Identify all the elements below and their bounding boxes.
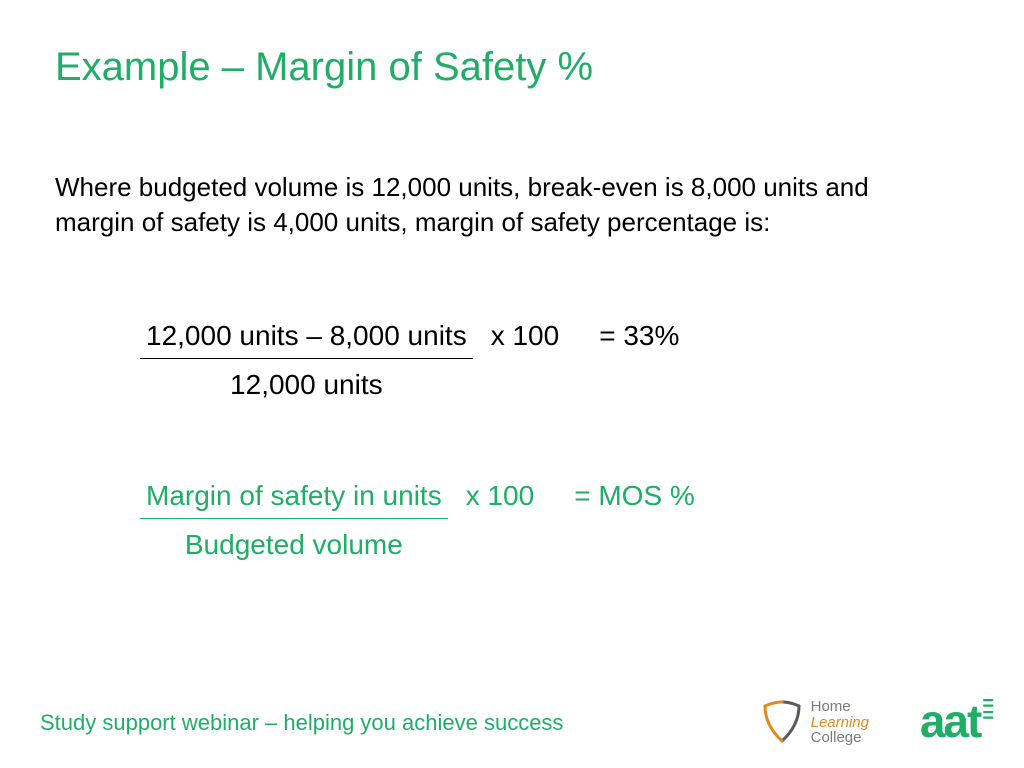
multiplier-formula: x 100 <box>448 480 535 512</box>
shield-icon <box>761 699 803 745</box>
denominator: 12,000 units <box>140 358 473 401</box>
aat-logo: aat == <box>920 694 992 748</box>
fraction-formula: Margin of safety in units Budgeted volum… <box>140 480 448 561</box>
calculation-formula: Margin of safety in units Budgeted volum… <box>140 480 920 561</box>
multiplier: x 100 <box>473 320 560 352</box>
numerator-formula: Margin of safety in units <box>140 480 448 518</box>
slide: Example – Margin of Safety % Where budge… <box>0 0 1024 768</box>
aat-text: aat <box>920 694 980 748</box>
numerator: 12,000 units – 8,000 units <box>140 320 473 358</box>
hlc-line2: Learning <box>811 715 869 731</box>
result-formula: = MOS % <box>534 480 695 512</box>
fraction-numeric: 12,000 units – 8,000 units 12,000 units <box>140 320 473 401</box>
calculation-numeric: 12,000 units – 8,000 units 12,000 units … <box>140 320 920 401</box>
intro-paragraph: Where budgeted volume is 12,000 units, b… <box>55 170 945 240</box>
result: = 33% <box>559 320 679 352</box>
denominator-formula: Budgeted volume <box>140 518 448 561</box>
footer-tagline: Study support webinar – helping you achi… <box>40 710 563 736</box>
hlc-line1: Home <box>811 699 869 715</box>
hlc-line3: College <box>811 730 869 746</box>
home-learning-college-logo: Home Learning College <box>761 699 869 746</box>
slide-title: Example – Margin of Safety % <box>55 45 593 90</box>
hlc-text: Home Learning College <box>811 699 869 746</box>
aat-suffix: == <box>982 698 992 722</box>
